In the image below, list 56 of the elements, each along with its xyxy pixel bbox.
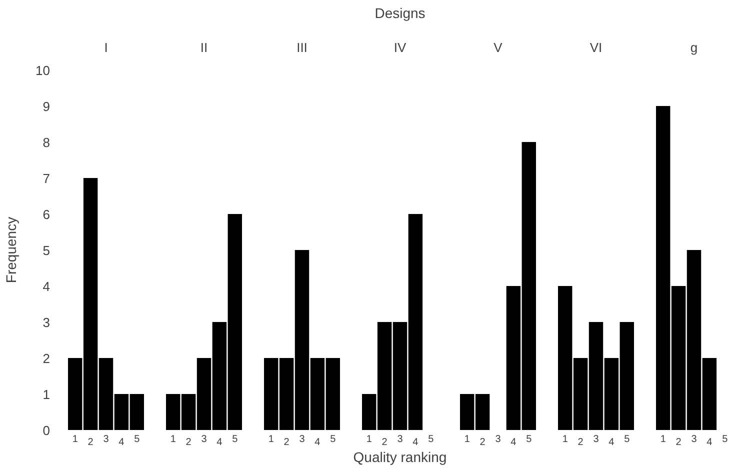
y-tick-label: 10 <box>36 63 50 78</box>
x-tick-label: 4 <box>412 437 419 448</box>
x-tick-label: 3 <box>691 434 698 445</box>
chart-title: V <box>494 40 503 55</box>
y-axis-title: Frequency <box>3 216 19 284</box>
x-tick-label: 1 <box>170 434 176 445</box>
y-tick-label: 2 <box>42 351 50 366</box>
x-tick-label: 3 <box>103 434 110 445</box>
x-tick-label: 4 <box>608 437 615 448</box>
y-tick-label: 0 <box>42 423 50 438</box>
x-tick-label: 1 <box>268 434 274 445</box>
chart-title: VI <box>590 40 602 55</box>
y-tick-label: 3 <box>42 315 50 330</box>
x-tick-label: 1 <box>366 434 372 445</box>
x-tick-label: 3 <box>397 434 404 445</box>
y-tick-label: 5 <box>42 243 50 258</box>
x-tick-label: 3 <box>299 434 306 445</box>
x-tick-label: 2 <box>284 437 290 448</box>
y-tick-label: 4 <box>42 279 50 294</box>
x-tick-label: 2 <box>382 437 388 448</box>
x-tick-label: 2 <box>480 437 486 448</box>
x-tick-label: 1 <box>562 434 568 445</box>
y-tick-label: 9 <box>42 99 50 114</box>
x-tick-label: 4 <box>706 437 713 448</box>
x-axis-title: Quality ranking <box>353 449 447 465</box>
text: Designs <box>374 5 426 21</box>
x-tick-label: 5 <box>526 434 532 445</box>
x-tick-label: 5 <box>134 434 140 445</box>
x-tick-label: 4 <box>216 437 223 448</box>
chart-title: g <box>690 40 698 55</box>
x-tick-label: 3 <box>593 434 600 445</box>
x-tick-label: 4 <box>118 437 125 448</box>
x-tick-label: 5 <box>232 434 238 445</box>
y-tick-label: 6 <box>42 207 50 222</box>
x-tick-label: 2 <box>88 437 94 448</box>
x-tick-label: 1 <box>464 434 470 445</box>
x-tick-label: 3 <box>495 434 502 445</box>
x-tick-label: 2 <box>676 437 682 448</box>
x-tick-label: 3 <box>201 434 208 445</box>
x-tick-label: 2 <box>186 437 192 448</box>
y-tick-label: 7 <box>42 171 50 186</box>
chart-title: I <box>104 40 108 55</box>
x-tick-label: 5 <box>428 434 434 445</box>
chart-title: IV <box>394 40 406 55</box>
x-tick-label: 4 <box>510 437 517 448</box>
x-tick-label: 1 <box>72 434 78 445</box>
y-tick-label: 1 <box>42 387 50 402</box>
x-tick-label: 5 <box>624 434 630 445</box>
chart-title: III <box>296 40 308 55</box>
chart-title: II <box>200 40 208 55</box>
x-tick-label: 4 <box>314 437 321 448</box>
y-tick-label: 8 <box>42 135 50 150</box>
x-tick-label: 2 <box>578 437 584 448</box>
x-tick-label: 5 <box>330 434 336 445</box>
x-tick-label: 1 <box>660 434 666 445</box>
x-tick-label: 5 <box>722 434 728 445</box>
